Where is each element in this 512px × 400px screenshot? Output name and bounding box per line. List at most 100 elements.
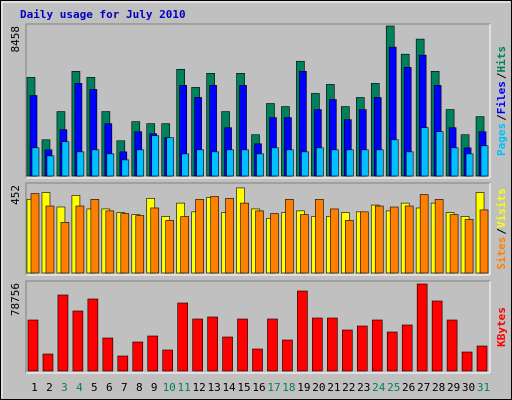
bar (301, 151, 309, 177)
bar (312, 317, 323, 372)
bar (226, 149, 234, 177)
bar (117, 355, 129, 372)
bar (431, 300, 443, 372)
bar (102, 337, 114, 372)
x-tick-label: 21 (327, 381, 340, 394)
bar (300, 214, 309, 274)
bar (121, 159, 130, 177)
bar (177, 302, 188, 372)
y-tick-label: 452 (9, 185, 22, 205)
x-tick-label: 22 (342, 381, 355, 394)
bar (389, 206, 399, 274)
legend-separator: / (495, 228, 508, 235)
bar (345, 220, 354, 274)
bar (331, 149, 339, 177)
bar (356, 325, 368, 372)
x-tick-label: 12 (193, 381, 206, 394)
bar (255, 210, 264, 274)
legend-separator: / (495, 72, 508, 79)
bar (207, 316, 218, 372)
bar (450, 147, 459, 177)
bar (420, 127, 429, 177)
x-tick-label: 31 (477, 381, 490, 394)
legend: Pages/Files/Hits (495, 46, 508, 156)
bar (435, 131, 444, 177)
bar (419, 194, 429, 274)
bar (286, 149, 294, 177)
bar (375, 149, 384, 177)
chart-title: Daily usage for July 2010 (20, 8, 186, 21)
bar (46, 155, 55, 177)
bar (120, 213, 130, 274)
x-tick-label: 26 (402, 381, 415, 394)
legend-entry: Pages (495, 123, 508, 156)
bar (162, 349, 174, 372)
legend-entry: Files (495, 81, 508, 114)
x-tick-label: 20 (312, 381, 325, 394)
x-tick-label: 25 (387, 381, 400, 394)
x-tick-label: 11 (178, 381, 191, 394)
bar (181, 153, 189, 177)
bar (135, 215, 145, 274)
bar (386, 331, 398, 372)
legend: Sites /Visits (495, 188, 508, 270)
bar (180, 216, 189, 274)
bar (270, 213, 279, 274)
bar (211, 151, 219, 177)
bar (132, 341, 144, 372)
bar (271, 147, 279, 177)
bar (222, 336, 233, 372)
bar (90, 199, 100, 274)
y-tick-label: 78756 (9, 283, 22, 316)
bar (252, 348, 263, 372)
bar (91, 149, 100, 177)
bar (151, 135, 160, 177)
bar (315, 199, 324, 274)
bar (75, 205, 85, 274)
bar (446, 319, 458, 372)
y-tick-label: 8458 (9, 26, 22, 53)
bar (61, 141, 70, 177)
bar (30, 193, 40, 274)
x-tick-label: 5 (91, 381, 98, 394)
bar (404, 205, 414, 274)
bar (42, 353, 54, 372)
bar (27, 319, 39, 372)
bar (106, 153, 115, 177)
bar (480, 145, 489, 177)
legend-separator: / (495, 114, 508, 121)
x-tick-label: 19 (297, 381, 310, 394)
bar (165, 220, 175, 274)
bar (241, 149, 249, 177)
bar (240, 202, 249, 274)
bar (464, 219, 474, 274)
bar (225, 198, 234, 274)
bar (45, 205, 55, 274)
legend-entry: Hits (495, 46, 508, 73)
bar (147, 335, 159, 372)
bar (282, 339, 293, 372)
bar (256, 153, 264, 177)
bar (192, 318, 203, 372)
bar (346, 149, 354, 177)
bar (449, 214, 459, 274)
bar (87, 298, 99, 372)
bar (461, 351, 473, 372)
x-tick-label: 16 (252, 381, 265, 394)
bar (476, 345, 488, 372)
x-tick-label: 30 (462, 381, 475, 394)
bar (374, 205, 384, 274)
x-tick-label: 29 (447, 381, 460, 394)
legend-entry: KBytes (495, 307, 508, 347)
legend: KBytes (495, 307, 508, 347)
legend-entry: Visits (495, 188, 508, 228)
bar (416, 283, 428, 372)
bar (196, 149, 204, 177)
x-tick-label: 14 (222, 381, 236, 394)
bar (150, 207, 160, 274)
bar (405, 151, 414, 177)
bar (479, 209, 489, 274)
bar (105, 210, 115, 274)
bar (267, 318, 278, 372)
